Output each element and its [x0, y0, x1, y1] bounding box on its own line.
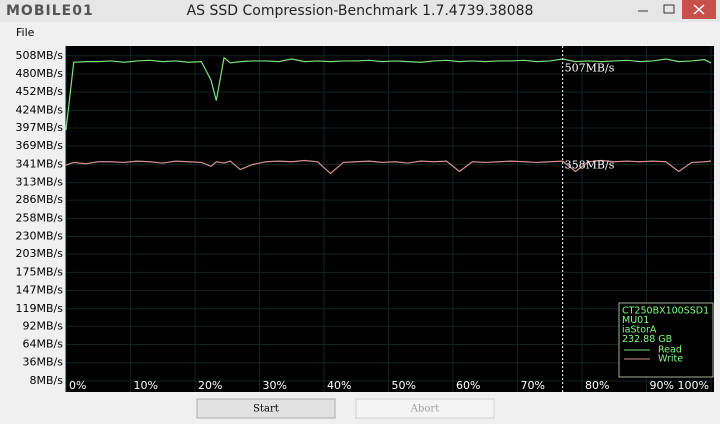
y-tick-label: 64MB/s [23, 338, 64, 351]
y-tick-label: 397MB/s [16, 121, 64, 134]
annotation: 507MB/s [565, 61, 615, 74]
y-tick-label: 424MB/s [16, 103, 64, 116]
start-button[interactable] [196, 398, 336, 419]
y-tick-label: 92MB/s [23, 319, 64, 332]
watermark: MOBILE01 [6, 3, 94, 19]
menu-file[interactable]: File [16, 26, 35, 39]
y-tick-label: 452MB/s [16, 85, 64, 98]
x-tick-label: 60% [456, 379, 480, 392]
y-tick-label: 480MB/s [16, 67, 64, 80]
plot-area [66, 46, 714, 392]
x-tick-label: 50% [392, 379, 416, 392]
legend-info: CT250BX100SSD1 [622, 306, 709, 317]
minimize-button[interactable] [630, 0, 656, 19]
y-tick-label: 8MB/s [30, 374, 64, 387]
y-tick-label: 230MB/s [16, 230, 64, 243]
x-tick-label: 100% [678, 379, 709, 392]
maximize-icon [663, 4, 675, 14]
legend-label: Write [658, 354, 683, 365]
x-tick-label: 70% [521, 379, 545, 392]
x-tick-label: 20% [198, 379, 222, 392]
title-bar [0, 0, 720, 22]
maximize-button[interactable] [656, 0, 682, 19]
plot: 0% 10% 20% 30% 40% 50% 60% 70% 80% 90% 100% 507MB/s… [65, 46, 714, 392]
x-tick-label: 80% [585, 379, 609, 392]
y-tick-label: 175MB/s [16, 265, 64, 278]
legend-info: MU01 [622, 315, 649, 326]
y-tick-label: 341MB/s [16, 157, 64, 170]
y-tick-label: 36MB/s [23, 356, 64, 369]
start-label: Start [253, 404, 279, 415]
x-tick-label: 30% [263, 379, 287, 392]
x-tick-label: 10% [134, 379, 158, 392]
y-tick-label: 119MB/s [16, 302, 64, 315]
x-tick-label: 90% [650, 379, 674, 392]
y-tick-label: 147MB/s [16, 284, 64, 297]
x-tick-label: 40% [327, 379, 351, 392]
window-title: AS SSD Compression-Benchmark 1.7.4739.38… [187, 3, 534, 19]
y-tick-label: 369MB/s [16, 139, 64, 152]
y-tick-label: 286MB/s [16, 193, 64, 206]
legend-info: iaStorA [622, 325, 657, 336]
series-line [65, 56, 712, 130]
y-tick-label: 508MB/s [16, 49, 64, 62]
legend-box [618, 302, 714, 378]
legend-label: Read [658, 345, 682, 356]
y-tick-label: 258MB/s [16, 211, 64, 224]
series-line [65, 159, 712, 175]
abort-button [355, 398, 495, 419]
y-tick-label: 203MB/s [16, 247, 64, 260]
abort-label: Abort [410, 404, 439, 415]
annotation: 358MB/s [565, 158, 615, 171]
legend-info: 232.88 GB [622, 334, 672, 345]
close-icon [693, 4, 705, 15]
x-tick-label: 0% [69, 379, 86, 392]
y-tick-label: 313MB/s [16, 176, 64, 189]
